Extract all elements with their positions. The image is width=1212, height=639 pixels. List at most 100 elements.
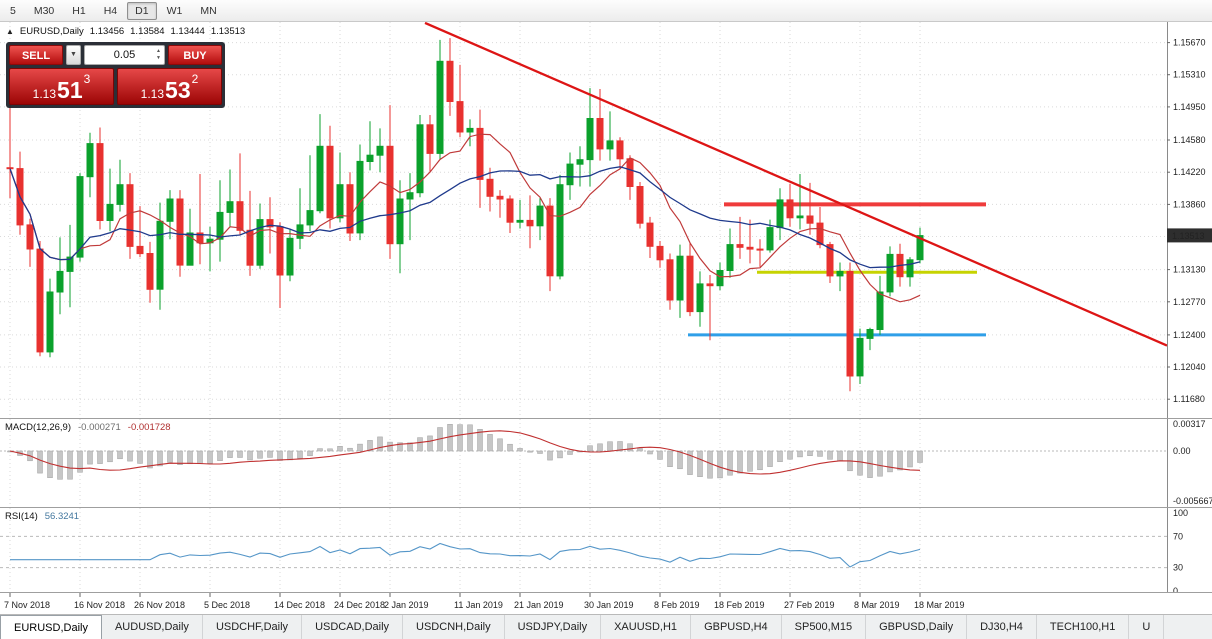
candle <box>257 204 263 269</box>
chart-tab-sp500-m15[interactable]: SP500,M15 <box>782 615 866 639</box>
chart-tab-usdcnh-daily[interactable]: USDCNH,Daily <box>403 615 505 639</box>
time-axis-label: 27 Feb 2019 <box>784 600 835 610</box>
candle <box>777 188 783 240</box>
time-axis-label: 14 Dec 2018 <box>274 600 325 610</box>
rsi-line <box>10 544 920 568</box>
price-axis-label: 1.11680 <box>1173 394 1205 404</box>
price-axis-label: 1.15310 <box>1173 70 1206 80</box>
time-axis-label: 18 Feb 2019 <box>714 600 765 610</box>
candle <box>307 155 313 231</box>
volume-spinner: ▲ ▼ <box>154 46 163 64</box>
candle <box>427 115 433 172</box>
rsi-canvas[interactable]: 10070300 <box>0 508 1212 592</box>
chart-tab-dj30-h4[interactable]: DJ30,H4 <box>967 615 1037 639</box>
candle <box>757 239 763 267</box>
candle <box>457 65 463 137</box>
candle <box>37 241 43 356</box>
chart-tab-xauusd-h1[interactable]: XAUUSD,H1 <box>601 615 691 639</box>
candle <box>647 217 653 258</box>
time-axis-label: 21 Jan 2019 <box>514 600 564 610</box>
candle <box>907 257 913 287</box>
rsi-label: RSI(14) 56.3241 <box>5 511 79 522</box>
chart-tab-eurusd-daily[interactable]: EURUSD,Daily <box>0 615 102 639</box>
macd-axis-label: -0.005667 <box>1173 496 1212 506</box>
chart-tab-audusd-daily[interactable]: AUDUSD,Daily <box>102 615 203 639</box>
volume-value: 0.05 <box>114 49 135 61</box>
candle <box>657 241 663 268</box>
timeframe-button-h1[interactable]: H1 <box>64 2 93 20</box>
sell-button[interactable]: SELL <box>9 45 63 65</box>
candle <box>677 245 683 318</box>
timeframe-button-m30[interactable]: M30 <box>26 2 62 20</box>
candle <box>447 38 453 116</box>
candle <box>627 155 633 200</box>
macd-axis[interactable]: 0.003170.00-0.005667 <box>1168 419 1212 507</box>
rsi-name: RSI(14) <box>5 511 38 522</box>
price-axis-label: 1.15670 <box>1173 38 1206 48</box>
mt4-terminal: 5M30H1H4D1W1MN 1.156701.153101.149501.14… <box>0 0 1212 639</box>
price-axis[interactable]: 1.156701.153101.149501.145801.142201.138… <box>1167 22 1212 418</box>
candle <box>867 328 873 350</box>
volume-down-icon[interactable]: ▼ <box>154 55 163 62</box>
chart-tab-usdjpy-daily[interactable]: USDJPY,Daily <box>505 615 602 639</box>
candle <box>797 174 803 229</box>
candle <box>327 126 333 229</box>
ohlc-open: 1.13456 <box>90 26 124 37</box>
rsi-axis[interactable]: 10070300 <box>1168 508 1189 592</box>
candle <box>887 246 893 296</box>
time-axis-canvas: 7 Nov 201816 Nov 201826 Nov 20185 Dec 20… <box>0 593 1212 614</box>
buy-price-pips: 53 <box>165 81 191 100</box>
ohlc-close: 1.13513 <box>211 26 245 37</box>
candle <box>7 103 13 199</box>
candle <box>477 110 483 208</box>
rsi-grid <box>0 508 1167 592</box>
sell-price-pips: 51 <box>57 81 83 100</box>
candle <box>17 152 23 235</box>
sell-price-point: 3 <box>84 74 91 84</box>
timeframe-button-h4[interactable]: H4 <box>96 2 125 20</box>
buy-quote[interactable]: 1.13 53 2 <box>117 68 222 105</box>
chart-tab-gbpusd-h4[interactable]: GBPUSD,H4 <box>691 615 782 639</box>
chart-tab-gbpusd-daily[interactable]: GBPUSD,Daily <box>866 615 967 639</box>
sell-price-big-figure: 1.13 <box>33 88 56 100</box>
chart-tab-tech100-h1[interactable]: TECH100,H1 <box>1037 615 1129 639</box>
candle <box>147 242 153 303</box>
candle <box>517 200 523 229</box>
timeframe-button-5[interactable]: 5 <box>2 2 24 20</box>
candle <box>917 228 923 264</box>
candle <box>617 137 623 168</box>
chart-tab-usdcad-daily[interactable]: USDCAD,Daily <box>302 615 403 639</box>
macd-canvas[interactable]: 0.003170.00-0.005667 <box>0 419 1212 507</box>
candle <box>707 275 713 340</box>
candle <box>127 173 133 259</box>
candle <box>747 220 753 264</box>
volume-up-icon[interactable]: ▲ <box>154 48 163 55</box>
timeframe-button-mn[interactable]: MN <box>192 2 224 20</box>
price-axis-label: 1.14220 <box>1173 167 1206 177</box>
candle <box>337 153 343 223</box>
macd-signal-line <box>10 431 920 474</box>
trade-options-dropdown[interactable]: ▼ <box>66 45 81 65</box>
timeframe-button-d1[interactable]: D1 <box>127 2 156 20</box>
svg-text:1.13513: 1.13513 <box>1172 231 1205 241</box>
chart-tab-u[interactable]: U <box>1129 615 1164 639</box>
candle <box>247 191 253 276</box>
macd-panel: 0.003170.00-0.005667 MACD(12,26,9) -0.00… <box>0 419 1212 507</box>
sell-quote[interactable]: 1.13 51 3 <box>9 68 114 105</box>
candle <box>537 198 543 240</box>
chart-tab-usdchf-daily[interactable]: USDCHF,Daily <box>203 615 302 639</box>
ohlc-high: 1.13584 <box>130 26 164 37</box>
price-axis-label: 1.13860 <box>1173 199 1206 209</box>
candle <box>377 128 383 172</box>
volume-input[interactable]: 0.05 ▲ ▼ <box>84 45 165 65</box>
one-click-toggle-icon[interactable]: ▲ <box>6 27 14 36</box>
candle <box>167 190 173 239</box>
timeframe-button-w1[interactable]: W1 <box>159 2 191 20</box>
time-axis-label: 16 Nov 2018 <box>74 600 125 610</box>
candle <box>117 160 123 212</box>
time-axis-labels: 7 Nov 201816 Nov 201826 Nov 20185 Dec 20… <box>4 593 965 610</box>
candle <box>557 175 563 280</box>
descending-trendline[interactable] <box>425 23 1167 346</box>
time-axis[interactable]: 7 Nov 201816 Nov 201826 Nov 20185 Dec 20… <box>0 592 1212 614</box>
buy-button[interactable]: BUY <box>168 45 222 65</box>
